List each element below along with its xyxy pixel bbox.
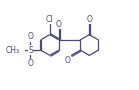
Text: O: O xyxy=(86,15,92,24)
Text: O: O xyxy=(28,32,33,41)
Text: Cl: Cl xyxy=(46,15,54,24)
Text: O: O xyxy=(56,20,62,29)
Text: O: O xyxy=(65,56,71,65)
Text: O: O xyxy=(28,59,33,68)
Text: S: S xyxy=(28,46,33,55)
Text: CH₃: CH₃ xyxy=(6,46,20,55)
